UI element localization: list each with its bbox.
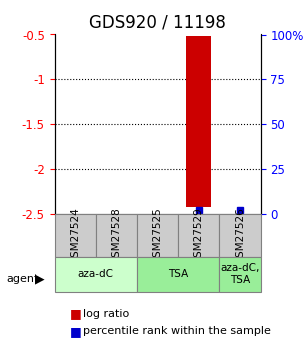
Text: ■: ■	[70, 325, 82, 338]
Text: GSM27529: GSM27529	[194, 207, 204, 264]
FancyBboxPatch shape	[219, 257, 261, 292]
Text: agent: agent	[6, 274, 38, 284]
Text: ▶: ▶	[35, 272, 45, 285]
Text: aza-dC,
TSA: aza-dC, TSA	[220, 264, 260, 285]
FancyBboxPatch shape	[178, 214, 219, 257]
FancyBboxPatch shape	[137, 257, 219, 292]
FancyBboxPatch shape	[55, 257, 137, 292]
Text: TSA: TSA	[168, 269, 188, 279]
Text: log ratio: log ratio	[83, 309, 130, 319]
FancyBboxPatch shape	[219, 214, 261, 257]
FancyBboxPatch shape	[55, 214, 96, 257]
Text: GSM27528: GSM27528	[111, 207, 122, 264]
Text: GDS920 / 11198: GDS920 / 11198	[89, 13, 226, 31]
Text: GSM27526: GSM27526	[235, 207, 245, 264]
FancyBboxPatch shape	[96, 214, 137, 257]
Text: GSM27525: GSM27525	[152, 207, 163, 264]
Text: ■: ■	[70, 307, 82, 321]
FancyBboxPatch shape	[137, 214, 178, 257]
Text: GSM27524: GSM27524	[70, 207, 80, 264]
Text: aza-dC: aza-dC	[78, 269, 114, 279]
Bar	[186, 36, 211, 207]
Text: percentile rank within the sample: percentile rank within the sample	[83, 326, 271, 336]
